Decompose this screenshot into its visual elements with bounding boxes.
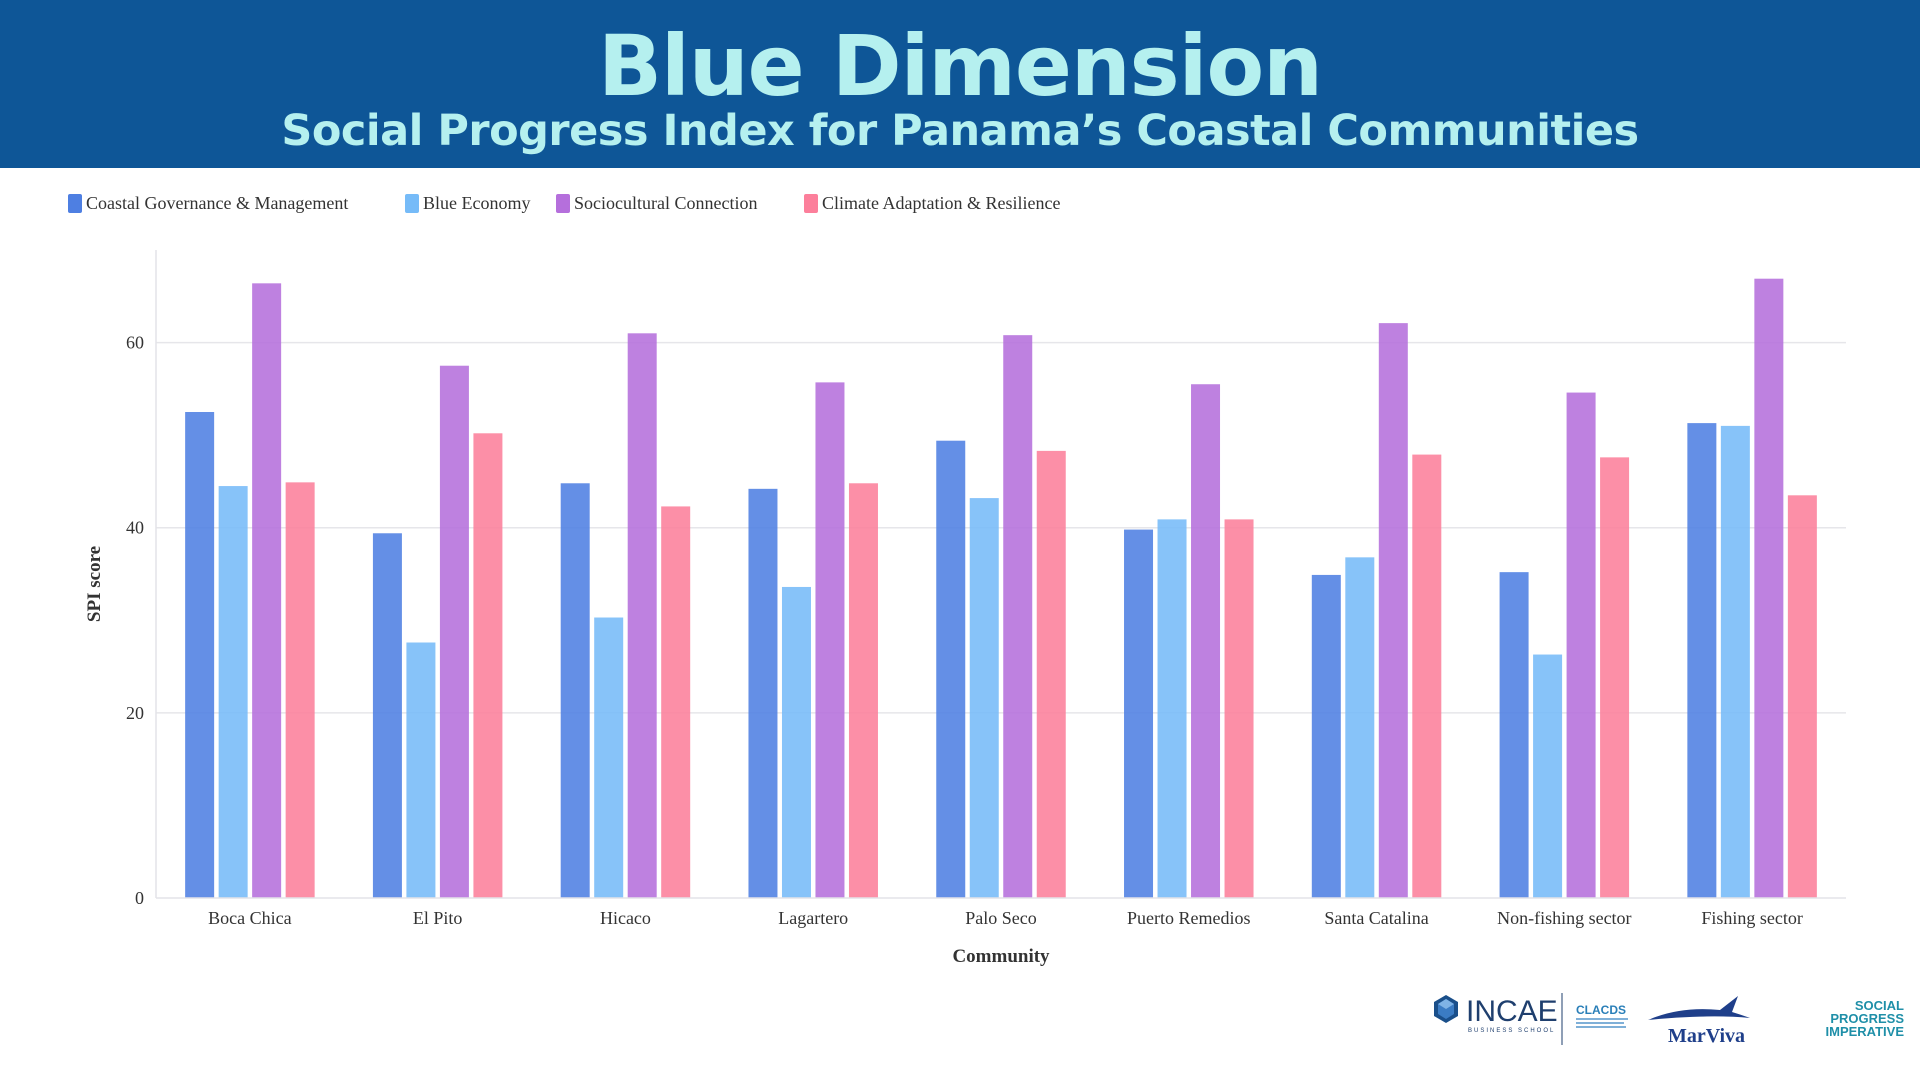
legend-item-blue-economy: Blue Economy [405, 193, 530, 214]
x-tick-label: Fishing sector [1701, 908, 1803, 928]
bar [969, 498, 999, 898]
spi-logo: SOCIAL PROGRESS IMPERATIVE [1826, 998, 1905, 1039]
legend-swatch-governance [68, 194, 82, 213]
bar [1600, 457, 1630, 898]
x-tick-label: Boca Chica [208, 908, 291, 928]
bar [815, 382, 845, 898]
bar [473, 433, 503, 898]
incae-wordmark: INCAE [1466, 995, 1558, 1028]
x-tick-label: Palo Seco [965, 908, 1037, 928]
marviva-logo: MarViva [1648, 996, 1750, 1047]
bar [1003, 335, 1033, 898]
legend-swatch-blue-economy [405, 194, 419, 213]
y-tick-label: 20 [126, 703, 144, 723]
bar [1345, 557, 1375, 898]
axes: 0 20 40 60 Boca Chica El Pito Hicaco Lagartero P… [84, 250, 1846, 967]
bar [1191, 384, 1221, 898]
legend-label-governance: Coastal Governance & Management [86, 193, 349, 213]
bar [439, 365, 469, 898]
bar [252, 283, 282, 899]
spi-line-2: PROGRESS [1830, 1011, 1904, 1026]
x-tick-label: Puerto Remedios [1127, 908, 1251, 928]
spi-line-1: SOCIAL [1855, 998, 1904, 1013]
spi-line-3: IMPERATIVE [1826, 1024, 1905, 1039]
bar [1378, 323, 1408, 898]
bar [1566, 392, 1596, 898]
grid-lines [156, 341, 1846, 714]
bar [594, 617, 624, 898]
bar [1036, 450, 1066, 898]
legend-item-governance: Coastal Governance & Management [68, 193, 348, 214]
legend-label-blue-economy: Blue Economy [423, 193, 531, 213]
y-tick-label: 60 [126, 333, 144, 353]
bar [1499, 572, 1529, 898]
bar [1754, 278, 1784, 898]
bar [372, 533, 402, 898]
bar [1412, 454, 1442, 898]
bar [627, 333, 657, 898]
bar [285, 482, 315, 898]
x-tick-label: Lagartero [778, 908, 848, 928]
bars [185, 278, 1817, 899]
marviva-wordmark: MarViva [1668, 1025, 1745, 1047]
partner-logos: INCAE BUSINESS SCHOOL CLACDS MarViva SOC… [1434, 993, 1905, 1047]
bar [1533, 654, 1563, 898]
bar [1224, 519, 1254, 898]
legend-swatch-sociocultural [556, 194, 570, 213]
bar [1124, 529, 1154, 898]
y-tick-label: 0 [135, 888, 144, 908]
bar [781, 586, 811, 898]
legend-item-climate: Climate Adaptation & Resilience [804, 193, 1060, 214]
page-subtitle: Social Progress Index for Panama’s Coast… [281, 106, 1639, 156]
bar [1157, 519, 1187, 898]
bar [185, 412, 215, 898]
legend-item-sociocultural: Sociocultural Connection [556, 193, 757, 214]
bar [748, 488, 778, 898]
incae-logo: INCAE BUSINESS SCHOOL CLACDS [1434, 993, 1628, 1045]
y-tick-label: 40 [126, 518, 144, 538]
bar [1311, 574, 1341, 898]
x-axis-title: Community [952, 946, 1050, 967]
page-title: Blue Dimension [598, 17, 1323, 115]
legend-label-sociocultural: Sociocultural Connection [574, 193, 758, 213]
bar [936, 440, 966, 898]
bar [661, 506, 691, 898]
x-tick-label: Santa Catalina [1324, 908, 1428, 928]
bar [406, 642, 436, 898]
header-banner: Blue Dimension Social Progress Index for… [0, 0, 1920, 168]
legend-swatch-climate [804, 194, 818, 213]
bar [1787, 495, 1817, 898]
bar [218, 486, 248, 898]
legend-label-climate: Climate Adaptation & Resilience [822, 193, 1061, 213]
x-tick-label: El Pito [413, 908, 463, 928]
x-tick-label: Non-fishing sector [1497, 908, 1631, 928]
clacds-wordmark: CLACDS [1576, 1003, 1626, 1017]
bar [1687, 423, 1717, 898]
bar [848, 483, 878, 898]
bar [1720, 425, 1750, 898]
bar-chart: 0 20 40 60 Boca Chica El Pito Hicaco Lagartero P… [84, 250, 1846, 967]
bar [560, 483, 590, 898]
incae-tagline: BUSINESS SCHOOL [1468, 1028, 1555, 1034]
y-axis-title: SPI score [84, 546, 105, 622]
x-tick-label: Hicaco [600, 908, 651, 928]
